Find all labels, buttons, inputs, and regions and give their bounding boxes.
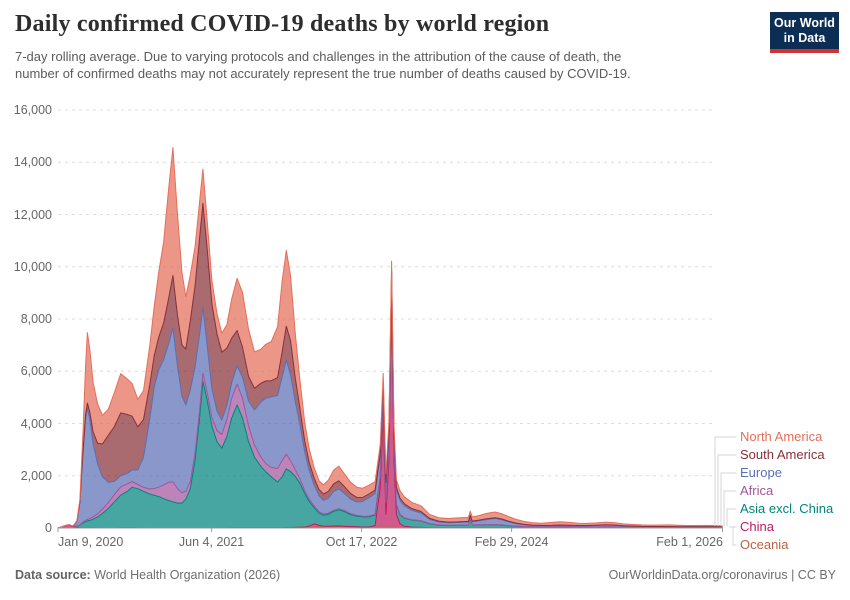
x-axis-tick-label: Oct 17, 2022 <box>325 535 398 549</box>
owid-logo[interactable]: Our World in Data <box>770 12 839 53</box>
y-axis-tick-label: 4,000 <box>20 416 52 431</box>
data-source-label: Data source: <box>15 568 91 582</box>
owid-logo-line2: in Data <box>783 31 826 45</box>
legend-item-south-america[interactable]: South America <box>740 447 825 462</box>
area-edge-africa <box>57 288 723 529</box>
legend-connector-line <box>723 490 737 526</box>
area-asia-excl-china <box>58 289 723 528</box>
x-axis-tick-label: Feb 1, 2026 <box>656 535 723 549</box>
legend-item-china[interactable]: China <box>740 519 774 534</box>
y-axis-tick-label: 2,000 <box>20 468 52 483</box>
chart-footer: Data source: World Health Organization (… <box>15 568 836 582</box>
area-edge-south-america <box>57 202 723 529</box>
legend-connector-line <box>732 526 737 546</box>
y-axis-tick-label: 8,000 <box>20 312 52 326</box>
owid-url-link[interactable]: OurWorldinData.org/coronavirus <box>608 568 788 582</box>
data-source-note: Data source: World Health Organization (… <box>15 568 280 582</box>
x-axis-tick-label: Feb 29, 2024 <box>474 535 549 549</box>
legend-connector-line <box>714 436 737 526</box>
y-axis-tick-label: 12,000 <box>13 207 52 222</box>
area-china <box>58 300 723 528</box>
y-axis-tick-label: 10,000 <box>13 259 52 274</box>
x-axis-tick-label: Jan 9, 2020 <box>58 535 124 549</box>
y-axis-tick-label: 14,000 <box>13 155 52 170</box>
legend-connector-line <box>729 526 737 528</box>
data-source-name: World Health Organization (2026) <box>90 568 281 582</box>
license-badge: | CC BY <box>787 568 836 582</box>
area-south-america <box>58 203 723 528</box>
legend-item-asia-excl-china[interactable]: Asia excl. China <box>740 501 834 516</box>
legend-connector-line <box>717 454 737 526</box>
legend-item-north-america[interactable]: North America <box>740 429 823 444</box>
chart-title: Daily confirmed COVID-19 deaths by world… <box>15 11 550 37</box>
area-europe <box>58 272 723 528</box>
y-axis-tick-label: 16,000 <box>13 103 52 117</box>
x-axis-tick-label: Jun 4, 2021 <box>178 535 245 549</box>
legend-connector-line <box>720 472 737 526</box>
y-axis-tick-label: 6,000 <box>20 364 52 379</box>
legend-connector-line <box>726 508 737 526</box>
area-edge-north-america <box>57 147 723 529</box>
chart-subtitle-line2: number of confirmed deaths may not accur… <box>15 66 631 81</box>
chart-subtitle-line1: 7-day rolling average. Due to varying pr… <box>15 49 622 64</box>
owid-logo-line1: Our World <box>774 16 835 30</box>
y-axis-tick-label: 0 <box>45 521 52 535</box>
footer-right: OurWorldinData.org/coronavirus | CC BY <box>609 568 836 582</box>
legend-item-europe[interactable]: Europe <box>740 465 782 480</box>
legend-item-africa[interactable]: Africa <box>740 483 774 498</box>
legend-item-oceania[interactable]: Oceania <box>740 537 789 552</box>
chart-subtitle: 7-day rolling average. Due to varying pr… <box>15 48 631 82</box>
